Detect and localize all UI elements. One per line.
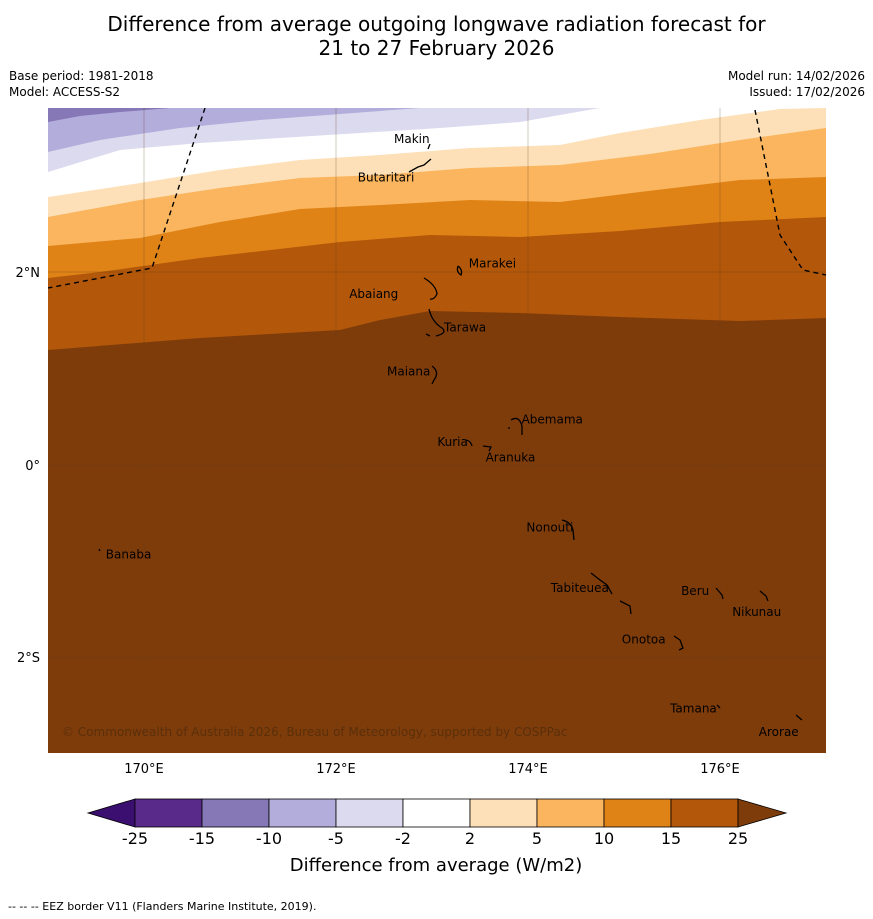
colorbar-tick-label: -5 xyxy=(328,829,344,848)
islands xyxy=(98,143,803,721)
colorbar-swatch xyxy=(268,798,337,828)
place-label-abaiang: Abaiang xyxy=(349,287,398,301)
colorbar-tick-label: -2 xyxy=(395,829,411,848)
graticule xyxy=(48,108,826,753)
island-aranuka xyxy=(482,445,492,452)
place-label-beru: Beru xyxy=(681,584,709,598)
lat-label-2n: 2°N xyxy=(16,266,41,281)
island-tamana xyxy=(716,704,721,709)
place-label-marakei: Marakei xyxy=(469,257,516,271)
place-label-banaba: Banaba xyxy=(106,548,152,562)
issued-date: Issued: 17/02/2026 xyxy=(749,85,865,99)
colorbar-tick-label: 5 xyxy=(532,829,542,848)
copyright-text: © Commonwealth of Australia 2026, Bureau… xyxy=(62,725,567,739)
island-maiana xyxy=(431,365,438,385)
island-tarawa xyxy=(425,308,445,337)
place-label-tabiteuea: Tabiteuea xyxy=(550,581,609,595)
lon-label-176: 176°E xyxy=(700,762,740,777)
island-abemama xyxy=(508,417,523,435)
place-label-tamana: Tamana xyxy=(669,702,717,716)
eez-border xyxy=(48,108,826,289)
place-label-nikunau: Nikunau xyxy=(732,605,781,619)
island-kuria xyxy=(465,439,473,447)
colorbar-swatch xyxy=(603,798,672,828)
place-label-arorae: Arorae xyxy=(759,725,799,739)
contour-field xyxy=(48,108,826,753)
meta-right: Model run: 14/02/2026 Issued: 17/02/2026 xyxy=(728,68,865,100)
colorbar: -25 -15 -10 -5 -2 2 5 10 15 25 xyxy=(86,798,788,848)
colorbar-swatch xyxy=(469,798,538,828)
title-line-2: 21 to 27 February 2026 xyxy=(318,36,555,60)
model-run: Model run: 14/02/2026 xyxy=(727,69,865,83)
lon-label-170: 170°E xyxy=(124,762,164,777)
colorbar-tick-label: 2 xyxy=(465,829,475,848)
colorbar-extend-high xyxy=(737,798,788,828)
island-arorae xyxy=(795,714,803,721)
band-neg-15-10 xyxy=(48,108,170,122)
island-butaritari xyxy=(408,158,432,173)
colorbar-tick-label: 15 xyxy=(661,829,681,848)
title-line-1: Difference from average outgoing longwav… xyxy=(107,12,766,36)
island-beru xyxy=(715,587,724,600)
island-marakei xyxy=(456,265,463,276)
place-label-onotoa: Onotoa xyxy=(622,632,666,646)
colorbar-extend-low xyxy=(86,798,136,828)
colorbar-tick-label: -15 xyxy=(189,829,215,848)
colorbar-tick-label: 10 xyxy=(594,829,614,848)
lat-label-0: 0° xyxy=(25,459,40,474)
map-figure: Makin Butaritari Marakei Abaiang Tarawa Maian… xyxy=(16,108,826,876)
eez-border-west xyxy=(48,108,206,289)
colorbar-swatch xyxy=(134,798,203,828)
place-label-nonouti: Nonouti xyxy=(526,521,573,535)
colorbar-swatch xyxy=(402,798,471,828)
colorbar-label: Difference from average (W/m2) xyxy=(290,855,582,876)
island-abaiang xyxy=(423,277,438,300)
place-label-butaritari: Butaritari xyxy=(358,170,415,184)
band-neg-10-5 xyxy=(48,108,420,152)
colorbar-tick-label: 25 xyxy=(728,829,748,848)
colorbar-tick-label: -25 xyxy=(122,829,148,848)
island-banaba xyxy=(98,548,101,552)
place-label-makin: Makin xyxy=(394,132,430,146)
meta-left: Base period: 1981-2018 Model: ACCESS-S2 xyxy=(9,68,154,100)
place-label-kuria: Kuria xyxy=(437,435,468,449)
lon-label-174: 174°E xyxy=(508,762,548,777)
island-nonouti xyxy=(561,519,575,541)
eez-legend-note: -- -- -- EEZ border V11 (Flanders Marine… xyxy=(8,900,317,913)
eez-border-east xyxy=(754,109,826,276)
lon-label-172: 172°E xyxy=(316,762,356,777)
island-onotoa xyxy=(673,635,684,651)
colorbar-swatch xyxy=(335,798,404,828)
colorbar-swatch xyxy=(670,798,739,828)
colorbar-tick-label: -10 xyxy=(256,829,282,848)
place-label-abemama: Abemama xyxy=(522,413,583,427)
island-makin xyxy=(427,143,431,150)
map-title: Difference from average outgoing longwav… xyxy=(0,12,873,60)
colorbar-swatch xyxy=(536,798,605,828)
base-period: Base period: 1981-2018 xyxy=(9,69,154,83)
island-nikunau xyxy=(759,590,769,602)
place-label-tarawa: Tarawa xyxy=(443,320,486,334)
place-label-aranuka: Aranuka xyxy=(486,451,536,465)
colorbar-swatch xyxy=(201,798,270,828)
lat-label-2s: 2°S xyxy=(17,651,40,666)
model-name: Model: ACCESS-S2 xyxy=(9,85,121,99)
island-tabiteuea xyxy=(590,572,632,615)
place-labels: Makin Butaritari Marakei Abaiang Tarawa Maian… xyxy=(106,132,799,739)
place-label-maiana: Maiana xyxy=(387,364,430,378)
